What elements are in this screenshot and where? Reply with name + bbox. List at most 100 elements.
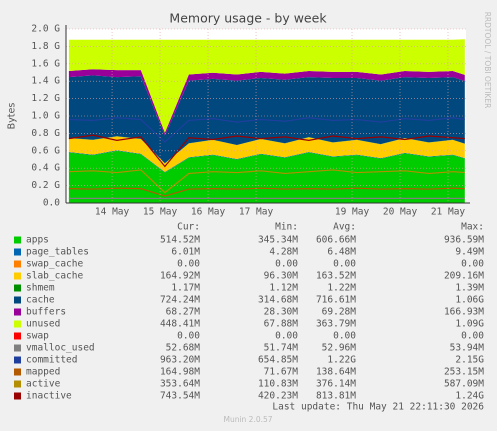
y-tick-label: 0.6 G: [31, 145, 60, 156]
line: [68, 169, 465, 194]
stat-value: 52.68M: [166, 343, 201, 354]
legend-label: apps: [26, 235, 49, 246]
plot-layer: [68, 39, 465, 203]
stat-value: 253.15M: [444, 367, 484, 378]
y-axis-label: Bytes: [7, 103, 18, 130]
area: [68, 150, 465, 173]
x-tick-label: 15 May: [143, 207, 178, 218]
stat-value: 743.54M: [160, 391, 200, 402]
stat-value: 51.74M: [264, 343, 299, 354]
stat-value: 6.48M: [327, 247, 356, 258]
stat-header: Max:: [461, 222, 484, 233]
x-tick-label: 19 May: [335, 207, 370, 218]
legend-label: cache: [26, 295, 55, 306]
legend-swatch: [14, 284, 21, 292]
y-tick-label: 1.8 G: [31, 41, 60, 52]
y-tick-label: 0.8 G: [31, 128, 60, 139]
x-tick-label: 14 May: [95, 207, 130, 218]
legend-swatch: [14, 380, 21, 388]
stat-value: 52.96M: [322, 343, 357, 354]
stat-value: 53.94M: [450, 343, 485, 354]
area: [68, 75, 465, 164]
line: [68, 187, 465, 197]
stat-value: 420.23M: [258, 391, 298, 402]
stat-value: 0.00: [275, 259, 298, 270]
legend-label: slab_cache: [26, 271, 83, 282]
stat-header: Min:: [275, 222, 298, 233]
legend-label: swap: [26, 331, 49, 342]
stat-value: 1.17M: [171, 283, 200, 294]
stat-value: 0.00: [275, 331, 298, 342]
stat-value: 813.81M: [316, 391, 356, 402]
legend-label: vmalloc_used: [26, 343, 95, 354]
stat-value: 163.52M: [316, 271, 356, 282]
stat-value: 345.34M: [258, 235, 298, 246]
line: [68, 134, 465, 168]
stat-value: 587.09M: [444, 379, 484, 390]
stat-value: 67.88M: [264, 319, 299, 330]
y-tick-label: 1.6 G: [31, 58, 60, 69]
legend-label: unused: [26, 319, 60, 330]
stat-value: 1.22M: [327, 283, 356, 294]
legend-label: shmem: [26, 283, 55, 294]
stat-value: 166.93M: [444, 307, 484, 318]
stat-value: 1.09G: [455, 319, 484, 330]
legend-swatch: [14, 260, 21, 268]
y-tick-label: 1.4 G: [31, 76, 60, 87]
chart-title: Memory usage - by week: [169, 11, 327, 26]
stat-value: 724.24M: [160, 295, 200, 306]
legend-label: inactive: [26, 391, 72, 402]
y-tick-label: 0.4 G: [31, 163, 60, 174]
stat-value: 164.98M: [160, 367, 200, 378]
area: [68, 150, 465, 203]
stat-value: 6.01M: [171, 247, 200, 258]
legend-swatch: [14, 248, 21, 256]
stat-value: 314.68M: [258, 295, 298, 306]
legend-label: committed: [26, 355, 77, 366]
line: [68, 117, 465, 143]
stat-value: 1.22G: [327, 355, 356, 366]
legend-swatch: [14, 392, 21, 400]
stat-value: 0.00: [461, 331, 484, 342]
legend-swatch: [14, 332, 21, 340]
area: [68, 69, 465, 136]
legend-label: swap_cache: [26, 259, 83, 270]
area: [68, 39, 465, 133]
stat-value: 138.64M: [316, 367, 356, 378]
stat-value: 1.12M: [269, 283, 298, 294]
stat-value: 4.28M: [269, 247, 298, 258]
stat-value: 353.64M: [160, 379, 200, 390]
legend-label: active: [26, 379, 61, 390]
x-tick-label: 21 May: [431, 207, 466, 218]
stat-header: Cur:: [177, 222, 200, 233]
legend-swatch: [14, 320, 21, 328]
legend-label: page_tables: [26, 247, 89, 258]
stat-value: 2.15G: [455, 355, 484, 366]
stat-value: 514.52M: [160, 235, 200, 246]
stat-value: 0.00: [177, 331, 200, 342]
stat-value: 71.67M: [264, 367, 299, 378]
stat-header: Avg:: [333, 222, 356, 233]
legend-swatch: [14, 368, 21, 376]
stat-value: 606.66M: [316, 235, 356, 246]
stat-value: 0.00: [333, 331, 356, 342]
stat-value: 963.20M: [160, 355, 200, 366]
stat-value: 654.85M: [258, 355, 298, 366]
legend-swatch: [14, 356, 21, 364]
version: Munin 2.0.57: [223, 415, 272, 424]
y-tick-label: 0.2 G: [31, 180, 60, 191]
y-tick-label: 0.0: [43, 198, 60, 209]
legend-swatch: [14, 344, 21, 352]
legend-swatch: [14, 236, 21, 244]
stat-value: 9.49M: [455, 247, 484, 258]
stat-value: 0.00: [177, 259, 200, 270]
stat-value: 936.59M: [444, 235, 484, 246]
stat-value: 0.00: [461, 259, 484, 270]
stat-value: 1.39M: [455, 283, 484, 294]
legend-label: buffers: [26, 307, 66, 318]
stat-value: 68.27M: [166, 307, 201, 318]
stat-value: 376.14M: [316, 379, 356, 390]
stat-value: 110.83M: [258, 379, 298, 390]
y-tick-label: 1.2 G: [31, 93, 60, 104]
